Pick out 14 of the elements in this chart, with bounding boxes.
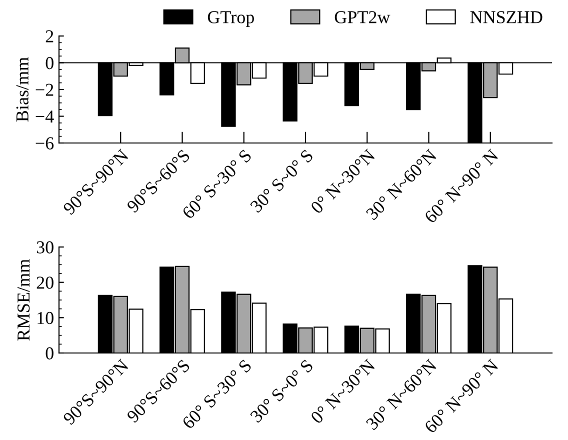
y-axis-title: Bias/mm <box>16 57 28 122</box>
y-tick-label: 20 <box>36 276 54 289</box>
y-axis-title: RMSE/mm <box>18 259 30 341</box>
legend-label: GTrop <box>208 11 254 27</box>
y-tick-label: 30 <box>36 241 54 254</box>
y-tick-label: 2 <box>46 30 54 42</box>
y-tick-label: −2 <box>36 84 54 96</box>
y-tick-label: 0 <box>46 57 54 70</box>
y-tick-label: −4 <box>36 110 54 123</box>
legend-label: GPT2w <box>334 11 390 24</box>
y-tick-label: −6 <box>36 137 54 150</box>
y-tick-label: 10 <box>38 312 54 324</box>
y-tick-label: 0 <box>46 347 54 360</box>
legend-label: NNSZHD <box>470 11 542 24</box>
